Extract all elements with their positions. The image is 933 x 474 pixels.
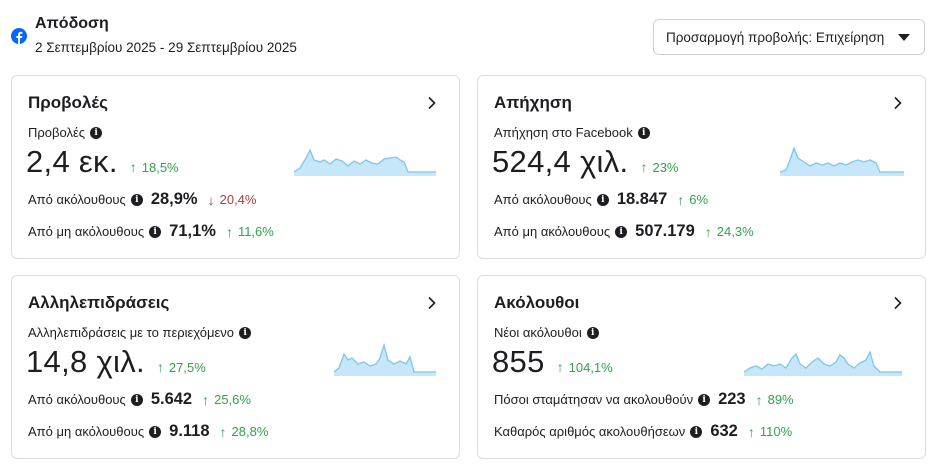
breakdown-delta: ↑ 28,8% [219,423,269,440]
info-icon[interactable]: i [690,425,703,438]
breakdown-value: 18.847 [616,190,668,208]
breakdown-value: 9.118 [169,422,210,440]
sparkline-line [334,342,436,373]
arrow-up-icon: ↑ [747,423,755,440]
breakdown-delta: ↑ 6% [677,191,709,208]
page-title: Απόδοση [35,15,109,32]
card-title[interactable]: Αλληλεπιδράσεις [28,293,170,312]
info-icon[interactable]: i [130,393,143,406]
caret-down-icon [898,34,910,41]
breakdown-row-non-followers: Από μη ακόλουθους i 507.179 ↑ 24,3% [494,222,754,240]
metric-label: Απήχηση στο Facebook i [494,125,650,140]
metric-value-row: 2,4 εκ. ↑ 18,5% [26,144,179,180]
metric-label: Προβολές i [28,125,103,140]
sparkline-area [334,345,436,376]
card-interactions: Αλληλεπιδράσεις Αλληλεπιδράσεις με το πε… [11,275,460,459]
customize-view-label: Προσαρμογή προβολής: Επιχείρηση [666,29,885,45]
arrow-up-icon: ↑ [677,191,685,208]
breakdown-delta: ↓ 20,4% [207,191,257,208]
breakdown-delta: ↑ 24,3% [704,223,754,240]
arrow-up-icon: ↑ [202,391,210,408]
sparkline-line [294,148,436,173]
metric-value: 524,4 χιλ. [492,144,629,179]
chevron-right-icon[interactable] [891,96,905,110]
card-followers: Ακόλουθοι Νέοι ακόλουθοι i 855 ↑ 104,1% Πό… [477,275,926,459]
facebook-icon [11,28,27,44]
breakdown-row-non-followers: Από μη ακόλουθους i 9.118 ↑ 28,8% [28,422,269,440]
breakdown-row-unfollows: Πόσοι σταμάτησαν να ακολουθούν i 223 ↑ 89% [494,390,794,408]
arrow-up-icon: ↑ [129,159,137,175]
metric-delta: ↑ 104,1% [556,359,613,375]
card-title[interactable]: Απήχηση [494,93,572,112]
metric-value: 2,4 εκ. [26,144,118,179]
info-icon[interactable]: i [596,193,609,206]
arrow-up-icon: ↑ [156,359,164,375]
breakdown-row-followers: Από ακόλουθους i 28,9% ↓ 20,4% [28,190,257,208]
breakdown-row-followers: Από ακόλουθους i 18.847 ↑ 6% [494,190,709,208]
metric-value-row: 524,4 χιλ. ↑ 23% [492,144,679,180]
customize-view-dropdown[interactable]: Προσαρμογή προβολής: Επιχείρηση [653,19,925,55]
info-icon[interactable]: i [90,126,103,139]
arrow-up-icon: ↑ [556,359,564,375]
sparkline-chart [334,342,436,376]
breakdown-value: 223 [718,390,746,408]
breakdown-delta: ↑ 25,6% [202,391,251,408]
chevron-right-icon[interactable] [425,296,439,310]
breakdown-delta: ↑ 110% [747,423,793,440]
arrow-up-icon: ↑ [755,391,763,408]
arrow-up-icon: ↑ [640,159,648,175]
metric-value: 14,8 χιλ. [26,344,145,379]
info-icon[interactable]: i [615,225,628,238]
chevron-right-icon[interactable] [425,96,439,110]
info-icon[interactable]: i [698,393,711,406]
info-icon[interactable]: i [149,425,162,438]
sparkline-chart [780,146,904,176]
breakdown-value: 28,9% [150,190,198,208]
card-reach: Απήχηση Απήχηση στο Facebook i 524,4 χιλ.… [477,75,926,259]
chevron-right-icon[interactable] [891,296,905,310]
arrow-up-icon: ↑ [219,423,227,440]
card-title[interactable]: Προβολές [28,93,108,112]
breakdown-value: 632 [710,422,738,440]
info-icon[interactable]: i [149,225,162,238]
info-icon[interactable]: i [130,193,143,206]
breakdown-row-net-follows: Καθαρός αριθμός ακολουθήσεων i 632 ↑ 110% [494,422,793,440]
metric-delta: ↑ 23% [640,159,679,175]
breakdown-row-non-followers: Από μη ακόλουθους i 71,1% ↑ 11,6% [28,222,274,240]
arrow-up-icon: ↑ [225,223,233,240]
info-icon[interactable]: i [239,326,252,339]
sparkline-line [744,350,902,373]
metric-label: Νέοι ακόλουθοι i [494,325,599,340]
info-icon[interactable]: i [586,326,599,339]
sparkline-area [780,148,904,176]
arrow-up-icon: ↑ [704,223,712,240]
metric-value-row: 14,8 χιλ. ↑ 27,5% [26,344,206,380]
card-views: Προβολές Προβολές i 2,4 εκ. ↑ 18,5% Από ακ… [11,75,460,259]
sparkline-area [294,150,436,176]
card-title[interactable]: Ακόλουθοι [494,293,580,312]
performance-header: Απόδοση 2 Σεπτεμβρίου 2025 - 29 Σεπτεμβρ… [0,0,933,70]
metric-delta: ↑ 18,5% [129,159,179,175]
metric-value-row: 855 ↑ 104,1% [492,344,613,380]
date-range: 2 Σεπτεμβρίου 2025 - 29 Σεπτεμβρίου 2025 [35,40,297,55]
info-icon[interactable]: i [637,126,650,139]
breakdown-delta: ↑ 89% [755,391,794,408]
breakdown-value: 5.642 [150,390,193,408]
sparkline-line [780,146,904,173]
metric-value: 855 [492,344,545,379]
breakdown-row-followers: Από ακόλουθους i 5.642 ↑ 25,6% [28,390,251,408]
breakdown-value: 71,1% [169,222,216,240]
arrow-down-icon: ↓ [207,191,215,208]
sparkline-chart [294,148,436,176]
breakdown-value: 507.179 [635,222,695,240]
sparkline-chart [744,350,902,376]
metric-label: Αλληλεπιδράσεις με το περιεχόμενο i [28,325,252,340]
breakdown-delta: ↑ 11,6% [225,223,274,240]
metric-delta: ↑ 27,5% [156,359,206,375]
sparkline-area [744,352,902,376]
